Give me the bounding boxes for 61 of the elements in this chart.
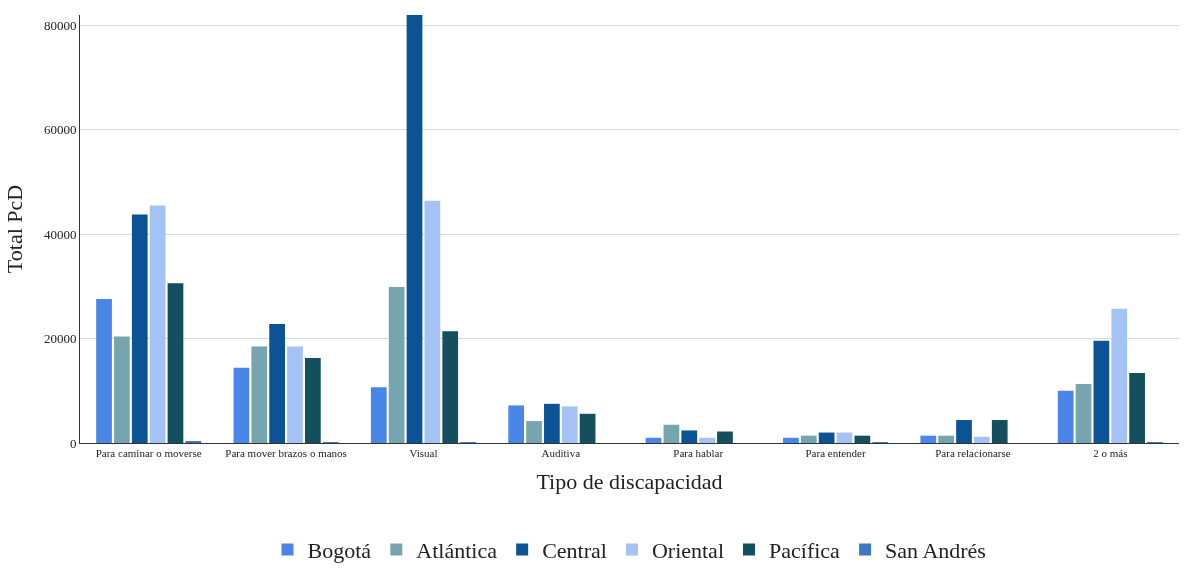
bar	[681, 430, 698, 443]
bar	[167, 283, 184, 443]
bar	[561, 406, 578, 443]
bar	[920, 435, 937, 443]
x-tick-label: Para hablar	[673, 447, 724, 460]
legend-label: Central	[542, 537, 607, 563]
bar	[424, 200, 441, 443]
bar	[645, 437, 662, 443]
bar	[370, 387, 387, 443]
x-tick-label: Para relacionarse	[935, 447, 1011, 460]
y-tick-label: 0	[69, 435, 77, 451]
x-axis-title: Tipo de discapacidad	[536, 469, 723, 495]
bar	[442, 331, 459, 443]
y-tick-label: 80000	[43, 17, 77, 33]
bar	[800, 435, 817, 443]
legend-label: Bogotá	[307, 537, 372, 563]
bar	[544, 403, 560, 443]
legend-label: Pacífica	[769, 537, 841, 563]
x-tick-label: Para caminar o moverse	[95, 447, 202, 460]
bar	[1129, 373, 1145, 443]
y-tick-label: 20000	[43, 331, 77, 347]
bar	[96, 298, 112, 443]
bar	[783, 437, 799, 443]
bar	[406, 15, 423, 443]
legend-label: Atlántica	[416, 537, 498, 563]
bar	[233, 367, 250, 443]
bar	[1093, 340, 1110, 443]
bar	[1057, 390, 1074, 443]
bar	[663, 424, 680, 443]
bar	[287, 346, 303, 443]
legend-label: San Andrés	[885, 537, 986, 563]
bar	[114, 336, 130, 443]
y-tick-label: 60000	[43, 122, 77, 138]
bar	[717, 431, 733, 443]
bar	[526, 421, 542, 443]
bar	[818, 432, 835, 443]
bar	[1075, 384, 1092, 443]
x-tick-label: Para entender	[805, 447, 866, 460]
x-tick-label: 2 o más	[1093, 447, 1128, 460]
bar	[149, 205, 166, 443]
bar	[974, 436, 990, 443]
bar	[1111, 308, 1128, 443]
bar	[991, 420, 1008, 443]
bar	[699, 437, 715, 443]
bar	[388, 286, 405, 443]
bar	[836, 432, 853, 443]
bar	[251, 346, 268, 443]
x-tick-label: Visual	[409, 447, 438, 460]
x-tick-label: Auditiva	[541, 447, 581, 460]
bar	[579, 413, 596, 443]
bar	[131, 214, 148, 443]
x-tick-label: Para mover brazos o manos	[225, 447, 347, 460]
y-tick-label: 40000	[43, 226, 77, 242]
bar	[854, 435, 871, 443]
bar	[956, 420, 972, 443]
bar	[938, 435, 955, 443]
bar	[304, 357, 321, 443]
legend-label: Oriental	[651, 537, 725, 563]
bar	[508, 405, 525, 443]
bar	[269, 324, 285, 443]
y-axis-title: Total PcD	[1, 184, 27, 274]
